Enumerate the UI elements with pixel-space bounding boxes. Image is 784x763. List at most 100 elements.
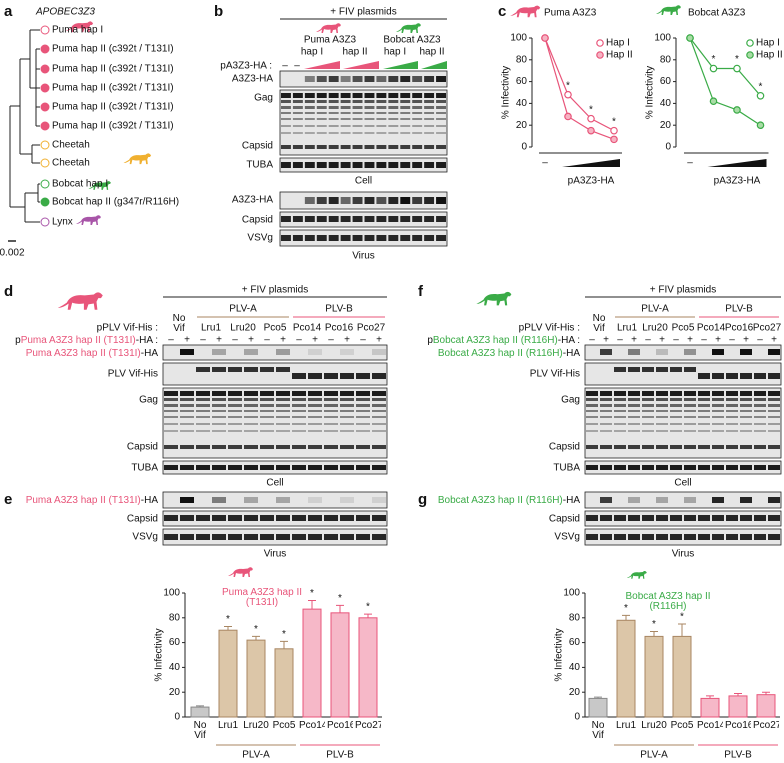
band — [684, 423, 696, 425]
band — [754, 534, 766, 540]
band — [292, 534, 306, 540]
band — [292, 112, 303, 114]
band — [212, 398, 226, 401]
band — [260, 398, 274, 401]
band — [586, 445, 598, 449]
error-bar — [336, 604, 344, 613]
panel-label: e — [4, 491, 12, 508]
band — [424, 216, 435, 222]
band — [244, 497, 258, 503]
band — [740, 416, 752, 418]
bobcat-icon — [656, 5, 681, 15]
band — [308, 373, 322, 379]
sign: – — [701, 335, 707, 346]
y-tick-label: 40 — [516, 98, 528, 109]
band — [712, 398, 724, 401]
band — [328, 132, 339, 134]
band — [308, 445, 322, 449]
band — [164, 515, 178, 521]
y-tick-label: 0 — [574, 712, 580, 723]
band — [768, 423, 780, 425]
header: + FIV plasmids — [242, 285, 308, 296]
band — [292, 162, 303, 168]
band — [600, 404, 612, 407]
band — [424, 100, 435, 103]
band — [656, 391, 668, 396]
band — [740, 515, 752, 521]
band — [376, 100, 387, 103]
band — [656, 367, 668, 372]
band — [372, 416, 386, 418]
y-tick-label: 0 — [174, 712, 180, 723]
leaf-marker — [40, 102, 50, 112]
band — [328, 125, 339, 127]
row-label-part: p — [15, 335, 21, 346]
band — [400, 197, 411, 204]
band — [698, 423, 710, 425]
band — [726, 410, 738, 412]
band — [340, 349, 354, 355]
band — [388, 118, 399, 120]
row-label: Capsid — [549, 442, 580, 453]
band — [324, 410, 338, 412]
row-label-part: Puma A3Z3 hap II (T131I) — [21, 335, 136, 346]
band — [340, 391, 354, 396]
band — [600, 497, 612, 503]
chart-title: Puma A3Z3 hap II (T131I) — [222, 588, 302, 608]
band — [372, 391, 386, 396]
band — [684, 391, 696, 396]
band — [712, 423, 724, 425]
band — [376, 93, 387, 98]
row-label: VSVg — [132, 532, 158, 543]
band — [628, 445, 640, 449]
band — [656, 349, 668, 355]
header: + FIV plasmids — [330, 7, 396, 18]
band — [352, 118, 363, 120]
x-tick-label: Pco16 — [327, 721, 353, 731]
band — [356, 465, 370, 470]
y-tick-label: 100 — [510, 33, 527, 44]
chart-title: Bobcat A3Z3 hap II (R116H) — [625, 592, 711, 612]
band — [642, 398, 654, 401]
sign: + — [280, 335, 286, 346]
band — [388, 145, 399, 149]
band — [316, 112, 327, 114]
band — [424, 112, 435, 114]
band — [586, 465, 598, 470]
band — [684, 404, 696, 407]
x-tick-label: Pco14 — [299, 721, 325, 731]
lane-label: Lru1 — [617, 323, 637, 334]
significance: * — [589, 104, 593, 115]
x-tick-label: Pco5 — [273, 721, 296, 731]
x-tick-label: Pco16 — [327, 721, 353, 731]
band — [364, 145, 375, 149]
band — [614, 534, 626, 540]
row-label-part: p — [427, 335, 433, 346]
y-tick-label: 60 — [516, 76, 528, 87]
band — [684, 398, 696, 401]
bar — [246, 639, 266, 718]
band — [400, 118, 411, 120]
band — [670, 391, 682, 396]
sign: – — [757, 335, 763, 346]
band — [372, 398, 386, 401]
leaf-marker — [40, 25, 50, 35]
band — [316, 118, 327, 120]
band — [276, 445, 290, 449]
band — [600, 465, 612, 470]
band — [180, 349, 194, 355]
band — [316, 93, 327, 98]
error-bar — [280, 640, 288, 649]
band — [412, 197, 423, 204]
x-tick-label: Lru1 — [218, 721, 238, 731]
blot — [162, 491, 388, 509]
x-tick-label: Pco5 — [671, 721, 694, 731]
sign: + — [715, 335, 721, 346]
band — [424, 162, 435, 168]
wedge — [343, 61, 379, 69]
row-label: Bobcat A3Z3 hap II (R116H)-HA — [438, 495, 580, 506]
band — [600, 430, 612, 432]
blot — [584, 344, 782, 361]
leaf-label: Puma hap II (c392t / T131I) — [52, 44, 174, 55]
band — [656, 497, 668, 503]
